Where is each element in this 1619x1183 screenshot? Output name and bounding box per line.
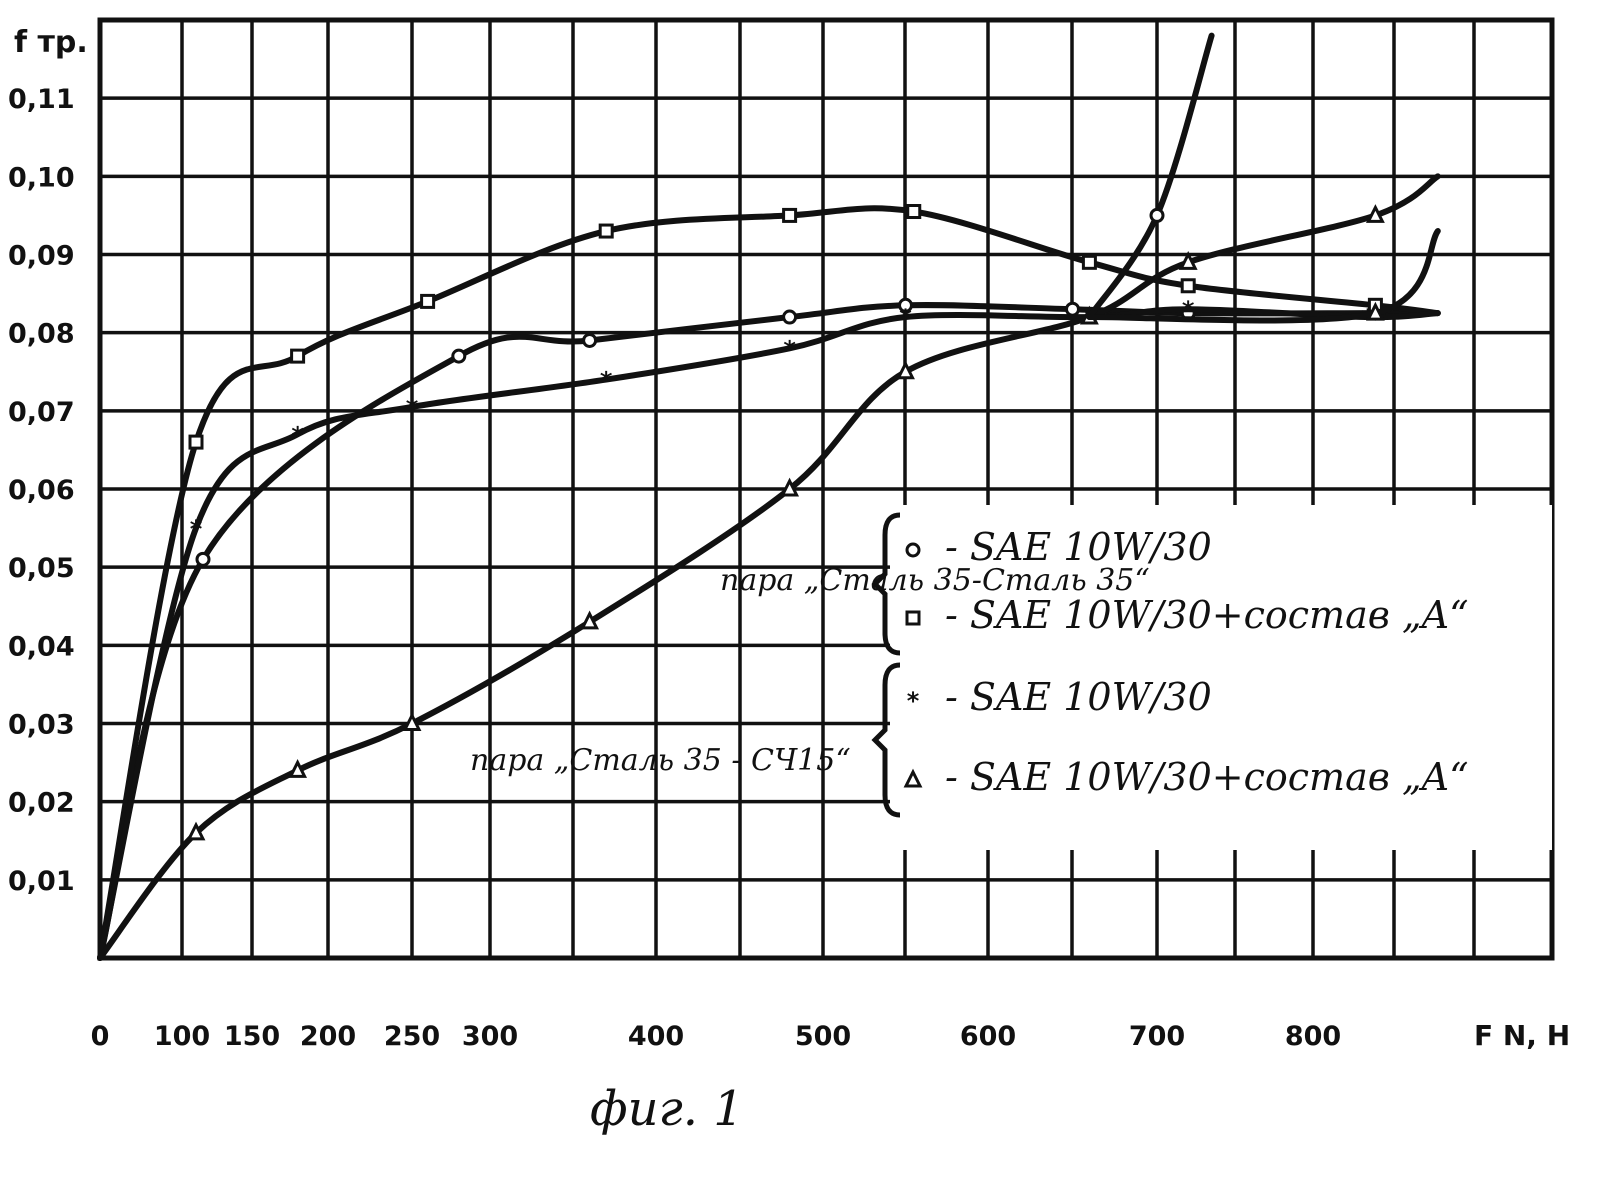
marker-square bbox=[784, 209, 796, 221]
marker-square bbox=[292, 350, 304, 362]
marker-star: * bbox=[600, 367, 613, 395]
y-tick-label: 0,03 bbox=[8, 710, 75, 741]
y-tick-label: 0,10 bbox=[8, 162, 75, 193]
marker-circle bbox=[1151, 209, 1163, 221]
marker-circle bbox=[584, 334, 596, 346]
marker-star: * bbox=[899, 304, 912, 332]
marker-square bbox=[1182, 280, 1194, 292]
x-tick-label: 100 bbox=[154, 1021, 210, 1052]
x-tick-label: 300 bbox=[462, 1021, 518, 1052]
y-tick-label: 0,06 bbox=[8, 475, 75, 506]
legend-entry-label: - SAE 10W/30+состав „A“ bbox=[945, 593, 1469, 637]
legend-entry-label: - SAE 10W/30 bbox=[945, 675, 1212, 719]
legend: пара „Сталь 35-Сталь 35“- SAE 10W/30- SA… bbox=[470, 505, 1552, 850]
marker-square bbox=[422, 295, 434, 307]
marker-square bbox=[907, 612, 919, 624]
marker-square bbox=[600, 225, 612, 237]
x-tick-label: 800 bbox=[1285, 1021, 1341, 1052]
marker-star: * bbox=[783, 335, 796, 363]
x-tick-label: 600 bbox=[960, 1021, 1016, 1052]
y-tick-label: 0,04 bbox=[8, 631, 75, 662]
y-tick-label: 0,08 bbox=[8, 319, 75, 350]
x-tick-label: 700 bbox=[1129, 1021, 1185, 1052]
x-tick-label: 150 bbox=[224, 1021, 280, 1052]
marker-star: * bbox=[907, 687, 920, 715]
x-axis-label: F N, H bbox=[1474, 1019, 1570, 1052]
figure-caption: фиг. 1 bbox=[590, 1081, 744, 1137]
y-axis-ticks: 0,01 0,02 0,03 0,04 0,05 0,06 0,07 0,08 0,09 0,10… bbox=[8, 84, 75, 897]
y-tick-label: 0,01 bbox=[8, 866, 75, 897]
x-tick-label: 0 bbox=[91, 1021, 110, 1052]
x-axis-ticks: 0 100 150 200 250 300 400 500 600 700 800 bbox=[91, 1021, 1342, 1052]
marker-triangle bbox=[1368, 207, 1382, 221]
marker-square bbox=[1083, 256, 1095, 268]
y-tick-label: 0,02 bbox=[8, 788, 75, 819]
legend-entry-label: - SAE 10W/30 bbox=[945, 525, 1212, 569]
x-tick-label: 250 bbox=[384, 1021, 440, 1052]
x-tick-label: 400 bbox=[628, 1021, 684, 1052]
marker-circle bbox=[453, 350, 465, 362]
marker-star: * bbox=[291, 421, 304, 449]
marker-circle bbox=[784, 311, 796, 323]
marker-circle bbox=[907, 544, 919, 556]
y-tick-label: 0,09 bbox=[8, 241, 75, 272]
marker-triangle bbox=[405, 716, 419, 730]
marker-square bbox=[190, 436, 202, 448]
x-tick-label: 500 bbox=[795, 1021, 851, 1052]
legend-pair-label: пара „Сталь 35 - СЧ15“ bbox=[470, 743, 851, 778]
marker-square bbox=[908, 206, 920, 218]
marker-star: * bbox=[406, 394, 419, 422]
y-tick-label: 0,07 bbox=[8, 397, 75, 428]
y-tick-label: 0,05 bbox=[8, 553, 75, 584]
marker-star: * bbox=[190, 515, 203, 543]
marker-triangle bbox=[1181, 254, 1195, 268]
y-axis-label: f тр. bbox=[14, 25, 88, 60]
marker-triangle bbox=[291, 762, 305, 776]
y-tick-label: 0,11 bbox=[8, 84, 75, 115]
legend-entry-label: - SAE 10W/30+состав „A“ bbox=[945, 755, 1469, 799]
marker-circle bbox=[197, 553, 209, 565]
marker-circle bbox=[1067, 303, 1079, 315]
x-tick-label: 200 bbox=[300, 1021, 356, 1052]
